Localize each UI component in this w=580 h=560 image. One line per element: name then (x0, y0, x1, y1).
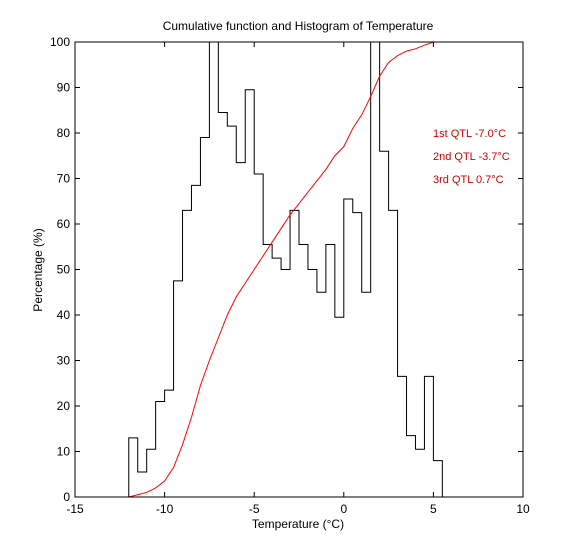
y-tick-label: 20 (57, 399, 71, 413)
cumulative-series (75, 42, 523, 497)
x-tick-label: -5 (249, 502, 260, 516)
quantile-annotation: 2nd QTL -3.7°C (433, 151, 510, 163)
y-tick-label: 100 (50, 35, 70, 49)
y-tick-label: 0 (63, 490, 70, 504)
histogram-series (128, 42, 461, 497)
x-axis-label: Temperature (°C) (252, 517, 344, 531)
y-tick-label: 90 (57, 81, 71, 95)
y-tick-label: 70 (57, 172, 71, 186)
x-tick-label: -15 (66, 502, 84, 516)
chart-title: Cumulative function and Histogram of Tem… (163, 19, 434, 33)
x-tick-label: 10 (516, 502, 530, 516)
quantile-annotation: 3rd QTL 0.7°C (433, 174, 504, 186)
quantile-annotation: 1st QTL -7.0°C (433, 128, 506, 140)
y-tick-label: 80 (57, 126, 71, 140)
x-tick-label: -10 (156, 502, 174, 516)
y-tick-label: 60 (57, 217, 71, 231)
x-tick-label: 5 (430, 502, 437, 516)
x-tick-label: 0 (340, 502, 347, 516)
y-tick-label: 50 (57, 263, 71, 277)
y-tick-label: 10 (57, 445, 71, 459)
y-tick-label: 40 (57, 308, 71, 322)
y-tick-label: 30 (57, 354, 71, 368)
y-axis-label: Percentage (%) (31, 228, 45, 311)
